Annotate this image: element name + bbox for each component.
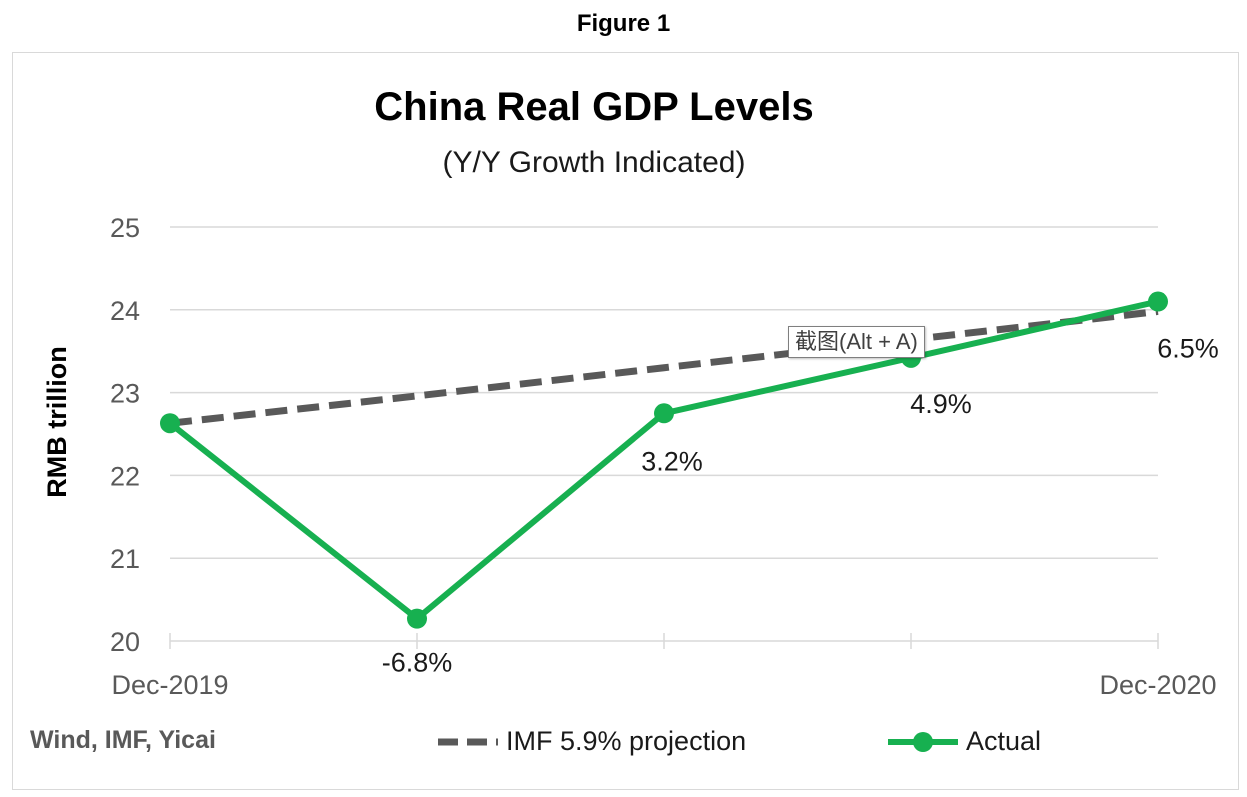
y-tick-label: 20	[110, 627, 140, 657]
y-axis-label: RMB trillion	[42, 346, 72, 497]
legend-item-actual: Actual	[886, 726, 1041, 757]
chart-title: China Real GDP Levels	[374, 85, 813, 129]
source-note: Wind, IMF, Yicai	[30, 726, 216, 754]
data-point-actual	[654, 403, 674, 424]
y-tick-label: 22	[110, 461, 140, 491]
data-label-actual: -6.8%	[382, 648, 453, 678]
legend-label-projection: IMF 5.9% projection	[506, 726, 747, 756]
series-line-projection	[169, 307, 1159, 427]
gridlines	[170, 226, 1158, 559]
y-tick-label: 23	[110, 379, 140, 409]
legend-swatch-actual	[888, 731, 958, 752]
y-tick-label: 21	[110, 544, 140, 574]
x-tick-label: Dec-2020	[1099, 670, 1216, 700]
legend-label-actual: Actual	[966, 726, 1042, 756]
data-label-actual: 3.2%	[641, 446, 703, 476]
data-labels: -6.8% 3.2% 4.9% 6.5%	[382, 334, 1219, 678]
axes: 20 21 22 23 24 25 Dec-2019 Dec-2020	[110, 213, 1217, 700]
data-point-actual	[407, 608, 427, 629]
screenshot-tooltip: 截图(Alt + A)	[788, 326, 925, 358]
x-tick-label: Dec-2019	[111, 670, 228, 700]
y-tick-label: 25	[110, 213, 140, 243]
figure-label: Figure 1	[576, 10, 671, 37]
data-label-actual: 6.5%	[1157, 334, 1219, 364]
chart-subtitle: (Y/Y Growth Indicated)	[443, 146, 746, 179]
data-label-actual: 4.9%	[910, 389, 972, 419]
legend-swatch-projection	[438, 738, 498, 745]
data-point-actual	[1148, 291, 1168, 312]
legend-item-projection: IMF 5.9% projection	[436, 726, 746, 757]
y-tick-label: 24	[110, 296, 140, 326]
data-point-actual	[160, 413, 180, 434]
